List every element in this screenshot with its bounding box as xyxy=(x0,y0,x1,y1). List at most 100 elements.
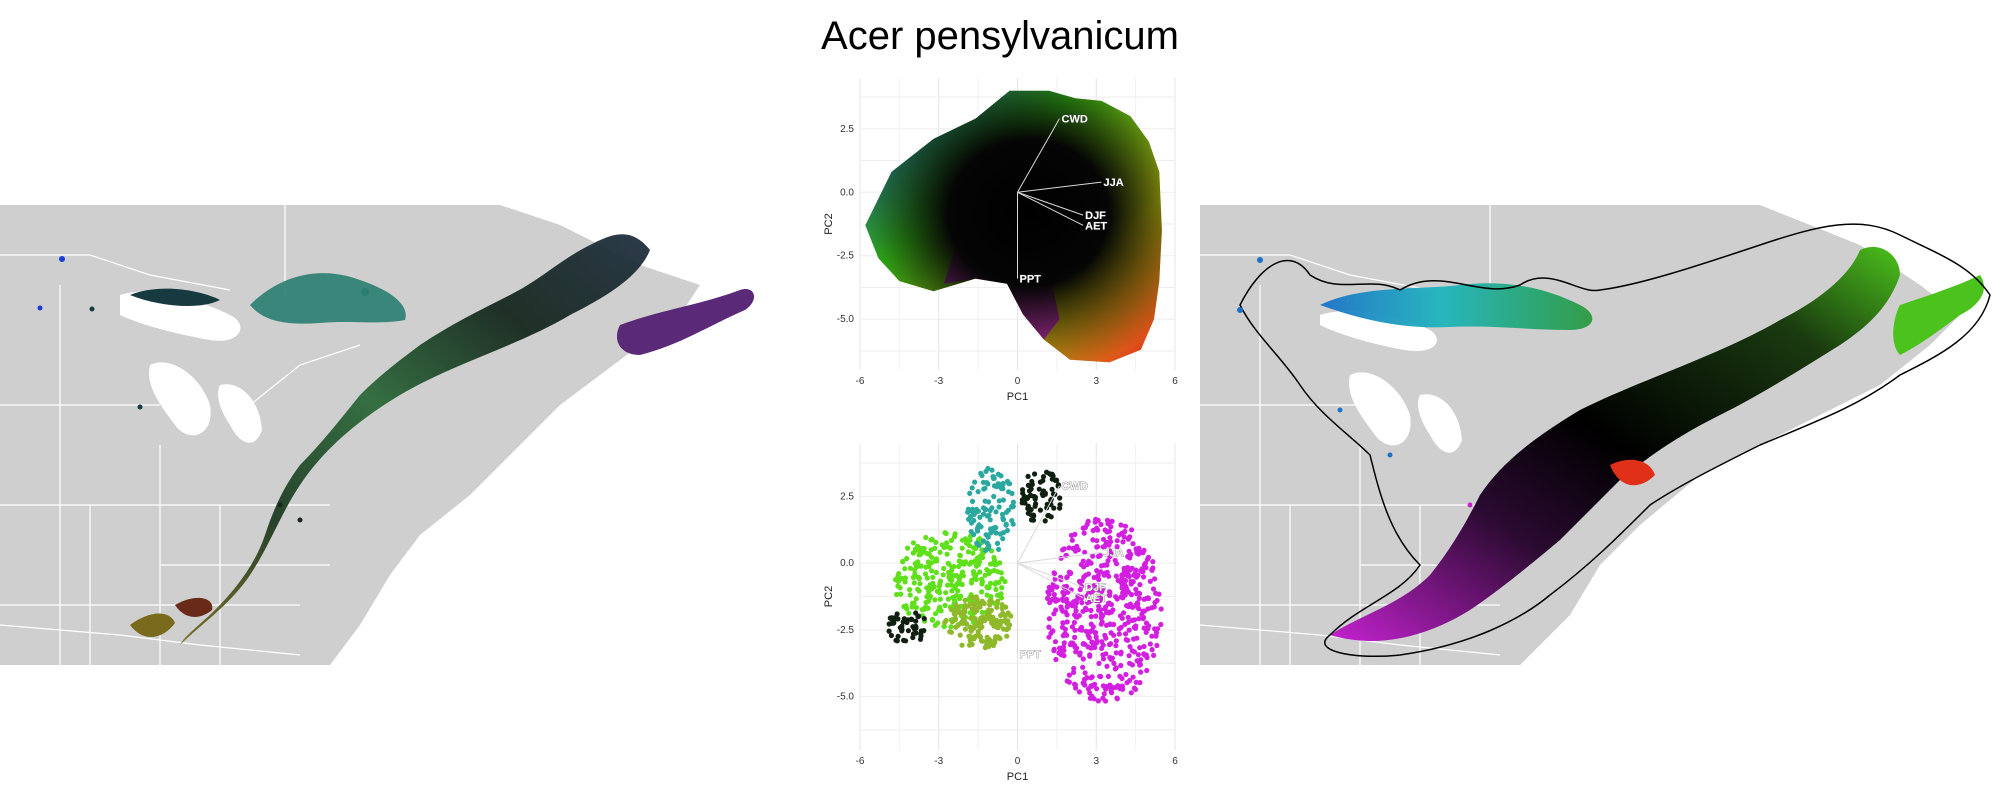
scatter-point xyxy=(983,468,989,474)
scatter-point xyxy=(886,628,892,634)
scatter-point xyxy=(1106,519,1112,526)
scatter-point xyxy=(1095,573,1101,579)
great-lakes xyxy=(218,384,262,443)
scatter-point xyxy=(995,471,1001,477)
scatter-point xyxy=(1077,652,1083,658)
scatter-point xyxy=(1007,622,1013,628)
scatter-point xyxy=(1100,656,1107,662)
scatter-point xyxy=(999,585,1005,591)
scatter-point xyxy=(991,623,997,629)
y-axis-label: PC2 xyxy=(823,586,835,607)
scatter-point xyxy=(1089,682,1096,689)
scatter-point xyxy=(912,546,919,552)
vector-label: JJA xyxy=(1104,177,1124,189)
scatter-point xyxy=(1098,521,1104,528)
scatter-point xyxy=(1098,673,1104,680)
scatter-point xyxy=(1003,509,1010,515)
scatter-point xyxy=(1019,497,1025,503)
scatter-point xyxy=(1131,636,1137,642)
scatter-point xyxy=(962,602,968,609)
vector-label: AET xyxy=(1085,220,1107,232)
scatter-point xyxy=(1138,669,1144,675)
scatter-point xyxy=(1118,662,1124,669)
scatter-point xyxy=(988,594,994,600)
scatter-point xyxy=(1071,669,1077,675)
scatter-point xyxy=(1025,482,1031,488)
scatter-point xyxy=(1125,614,1131,620)
scatter-point xyxy=(935,620,941,626)
scatter-point xyxy=(978,470,984,476)
scatter-point xyxy=(1042,490,1048,496)
scatter-point xyxy=(975,508,981,514)
scatter-point xyxy=(1141,574,1147,580)
scatter-point xyxy=(948,537,955,543)
scatter-point xyxy=(965,549,971,555)
scatter-point xyxy=(1128,690,1134,696)
y-tick-label: 0.0 xyxy=(840,187,854,198)
scatter-point xyxy=(943,617,949,624)
scatter-point xyxy=(1151,652,1157,658)
scatter-point xyxy=(965,506,971,512)
scatter-point xyxy=(912,567,918,573)
scatter-point xyxy=(929,568,935,574)
scatter-point xyxy=(1149,647,1155,653)
scatter-point xyxy=(1130,674,1136,680)
scatter-point xyxy=(1095,544,1101,550)
scatter-point xyxy=(905,628,911,634)
scatter-point xyxy=(998,591,1004,597)
scatter-point xyxy=(1147,641,1153,647)
scatter-point xyxy=(1150,586,1157,592)
scatter-point xyxy=(1155,626,1161,632)
scatter-point xyxy=(1004,527,1010,534)
scatter-point xyxy=(1103,635,1109,641)
scatter-point xyxy=(1040,474,1047,480)
scatter-point xyxy=(979,576,985,582)
scatter-point xyxy=(948,607,954,613)
x-axis-label: PC1 xyxy=(1007,391,1028,403)
scatter-point xyxy=(1113,638,1119,644)
scatter-point xyxy=(1052,639,1059,645)
scatter-point xyxy=(1066,672,1072,678)
scatter-point xyxy=(1094,538,1100,544)
scatter-point xyxy=(995,569,1001,575)
y-tick-label: -5.0 xyxy=(837,692,855,703)
scatter-point xyxy=(943,590,949,596)
scatter-point xyxy=(1091,583,1097,589)
scatter-point xyxy=(1010,499,1016,505)
scatter-point xyxy=(986,637,992,643)
scatter-point xyxy=(980,479,987,485)
scatter-point xyxy=(900,619,906,625)
scatter-point xyxy=(1121,581,1127,587)
scatter-point xyxy=(1136,595,1142,601)
scatter-point xyxy=(1098,621,1104,627)
vector-label: DJF xyxy=(1085,210,1106,222)
scatter-point xyxy=(1008,613,1014,619)
scatter-point xyxy=(1135,652,1141,658)
scatter-point xyxy=(893,577,899,583)
scatter-point xyxy=(968,615,974,621)
scatter-point xyxy=(1090,553,1096,559)
scatter-point xyxy=(932,597,938,603)
scatter-point xyxy=(1020,487,1026,493)
scatter-point xyxy=(986,512,992,518)
scatter-point xyxy=(1085,686,1091,692)
scatter-point xyxy=(933,539,939,545)
x-tick-label: 0 xyxy=(1015,756,1021,767)
scatter-point xyxy=(927,582,933,588)
scatter-point xyxy=(919,550,925,556)
scatter-point xyxy=(967,634,973,640)
scatter-point xyxy=(1044,595,1051,601)
scatter-point xyxy=(996,504,1002,510)
scatter-point xyxy=(1134,550,1140,556)
scatter-point xyxy=(1049,486,1055,492)
scatter-point xyxy=(1040,478,1046,484)
scatter-point xyxy=(1087,690,1093,696)
scatter-point xyxy=(967,610,973,616)
scatter-point xyxy=(985,481,991,487)
scatter-point xyxy=(944,551,950,557)
scatter-point xyxy=(910,550,916,556)
scatter-point xyxy=(910,540,916,546)
scatter-point xyxy=(1093,516,1099,522)
scatter-point xyxy=(1060,608,1066,614)
scatter-point xyxy=(1077,587,1083,593)
